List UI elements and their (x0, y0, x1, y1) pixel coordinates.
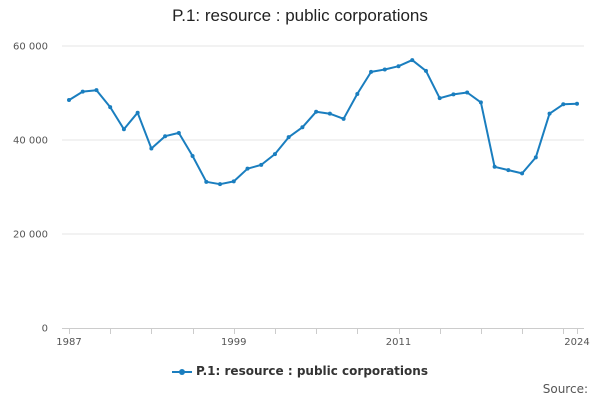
data-point[interactable] (149, 146, 154, 151)
y-tick-label: 40 000 (13, 136, 48, 147)
data-point[interactable] (218, 182, 223, 187)
data-point[interactable] (272, 152, 277, 157)
legend-swatch (172, 367, 193, 377)
x-tick-label: 1987 (56, 337, 81, 348)
data-point[interactable] (382, 67, 387, 72)
legend-dot-marker (179, 368, 186, 375)
x-axis-labels: 1987 1999 2011 2024 (56, 337, 589, 348)
data-point[interactable] (492, 164, 497, 169)
data-point[interactable] (245, 166, 250, 171)
data-point[interactable] (423, 68, 428, 73)
x-tick-label: 2011 (386, 337, 411, 348)
y-tick-label: 60 000 (13, 42, 48, 53)
data-point[interactable] (176, 130, 181, 135)
y-tick-label: 0 (42, 324, 48, 335)
data-point[interactable] (341, 116, 346, 121)
data-point[interactable] (94, 88, 99, 93)
data-point[interactable] (451, 92, 456, 97)
x-tick-label: 2024 (564, 337, 589, 348)
data-point[interactable] (135, 110, 140, 115)
data-point[interactable] (163, 134, 168, 139)
legend-label: P.1: resource : public corporations (196, 364, 428, 378)
data-point[interactable] (190, 153, 195, 158)
data-point[interactable] (327, 111, 332, 116)
source-label: Source: (542, 382, 588, 396)
chart-title: P.1: resource : public corporations (172, 6, 428, 25)
data-point[interactable] (520, 171, 525, 176)
data-point[interactable] (465, 90, 470, 95)
data-point[interactable] (575, 101, 579, 106)
y-axis-labels: 0 20 000 40 000 60 000 (13, 42, 48, 335)
data-point[interactable] (300, 125, 305, 130)
x-tick-label: 1999 (221, 337, 246, 348)
data-point[interactable] (547, 111, 552, 116)
data-point[interactable] (121, 127, 126, 132)
data-point[interactable] (478, 100, 483, 105)
series-line (68, 59, 578, 186)
data-point[interactable] (67, 98, 71, 103)
x-axis (62, 328, 584, 334)
data-point[interactable] (396, 64, 401, 69)
data-point[interactable] (355, 91, 360, 96)
data-point[interactable] (231, 179, 236, 184)
data-point[interactable] (506, 168, 511, 173)
data-point[interactable] (108, 105, 113, 110)
series-layer (67, 58, 579, 187)
data-point[interactable] (369, 69, 374, 74)
data-point[interactable] (259, 162, 264, 167)
gridlines (62, 45, 584, 235)
data-point[interactable] (410, 58, 415, 63)
y-tick-label: 20 000 (13, 230, 48, 241)
data-point[interactable] (533, 155, 538, 160)
data-point[interactable] (561, 102, 566, 107)
data-point[interactable] (80, 89, 85, 94)
data-point[interactable] (286, 135, 291, 140)
data-point[interactable] (437, 96, 442, 101)
data-point[interactable] (204, 179, 209, 184)
legend[interactable]: P.1: resource : public corporations (0, 364, 600, 378)
data-point[interactable] (314, 109, 319, 114)
